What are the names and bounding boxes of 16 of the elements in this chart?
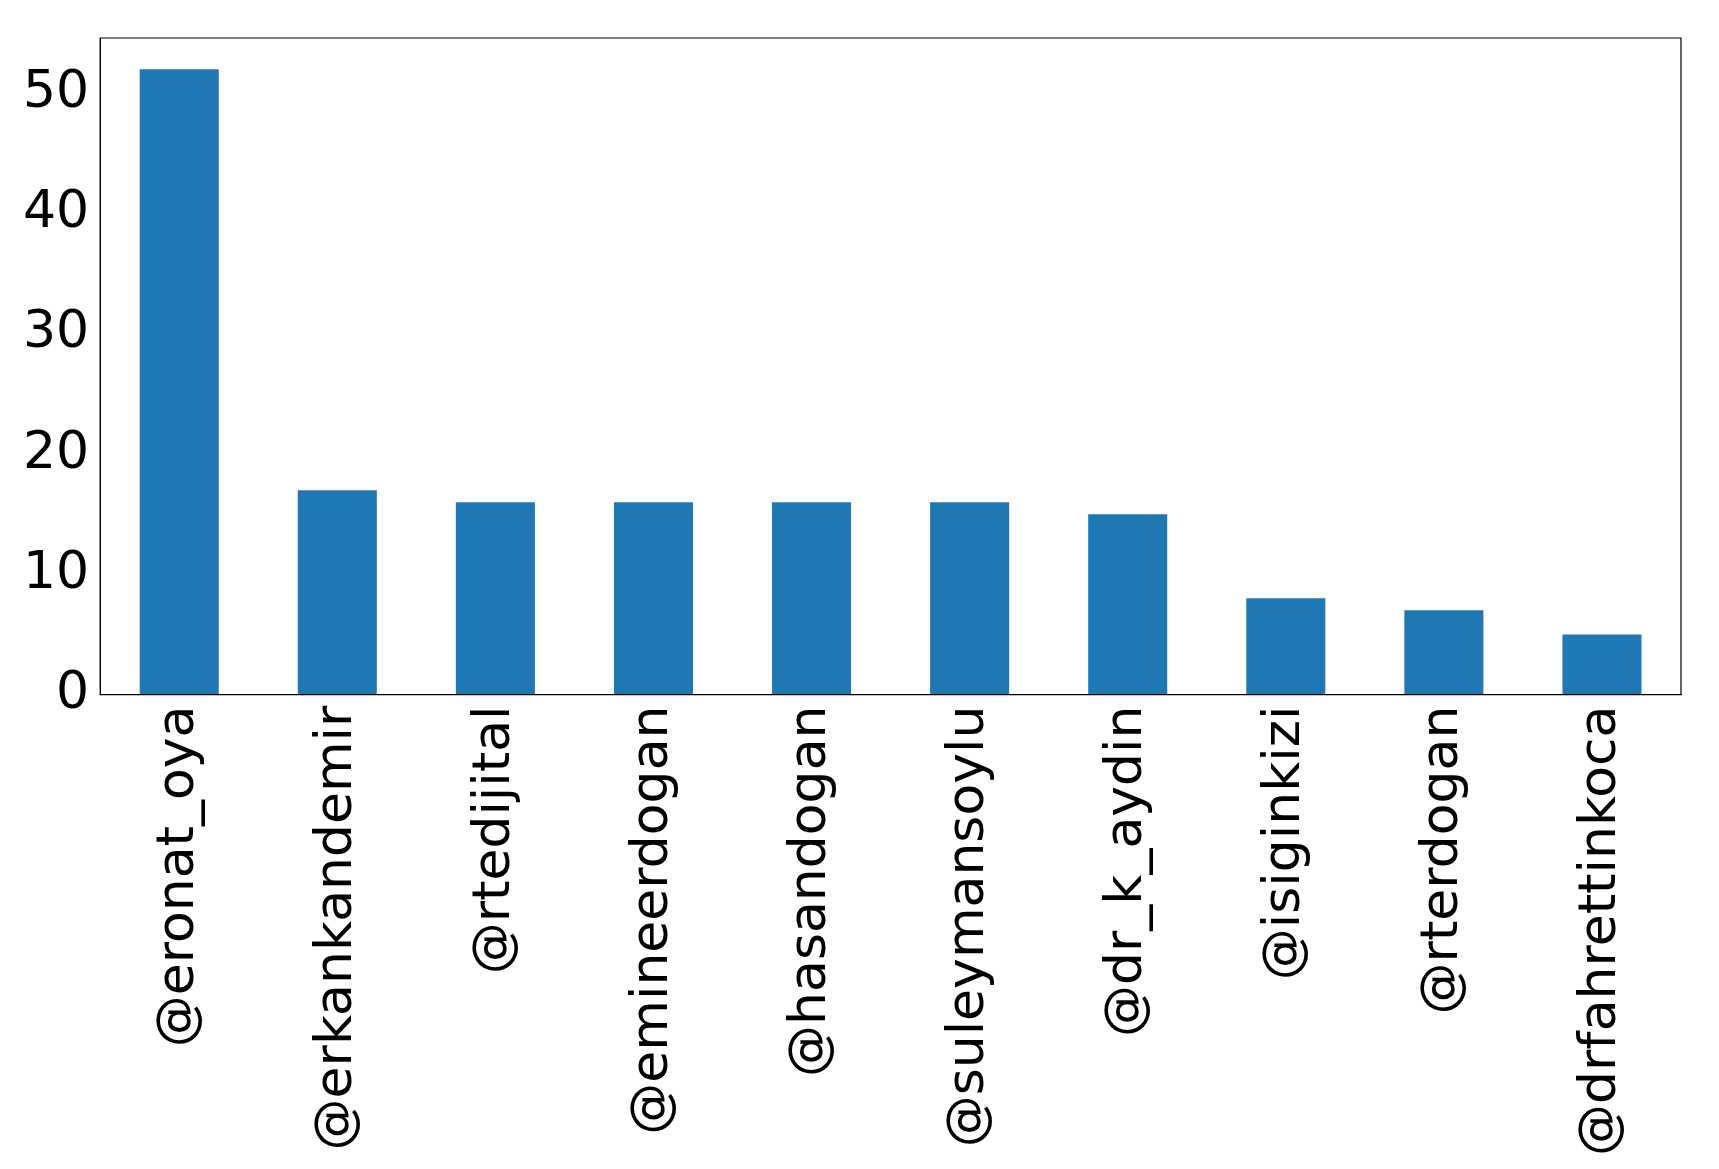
y-tick-label: 40 [23,179,90,240]
y-tick-label: 10 [23,539,90,600]
x-tick-label: @drfahrettinkoca [1567,705,1628,1157]
x-tick-label: @erkankandemir [302,704,363,1151]
x-tick-label: @hasandogan [777,705,838,1077]
x-tick-label: @rtedijital [460,705,521,975]
y-tick-label: 30 [23,299,90,360]
x-tick-label: @suleymansoylu [935,705,996,1148]
x-tick-label: @dr_k_aydin [1093,705,1154,1038]
x-tick-label: @emineerdogan [618,705,679,1135]
x-tick-label: @rterdogan [1409,705,1470,1015]
x-tick-label: @eronat_oya [144,705,205,1048]
y-tick-label: 50 [23,58,90,119]
y-tick-label: 0 [56,660,90,721]
x-tick-label: @isiginkizi [1251,705,1312,981]
y-tick-label: 20 [23,419,90,480]
